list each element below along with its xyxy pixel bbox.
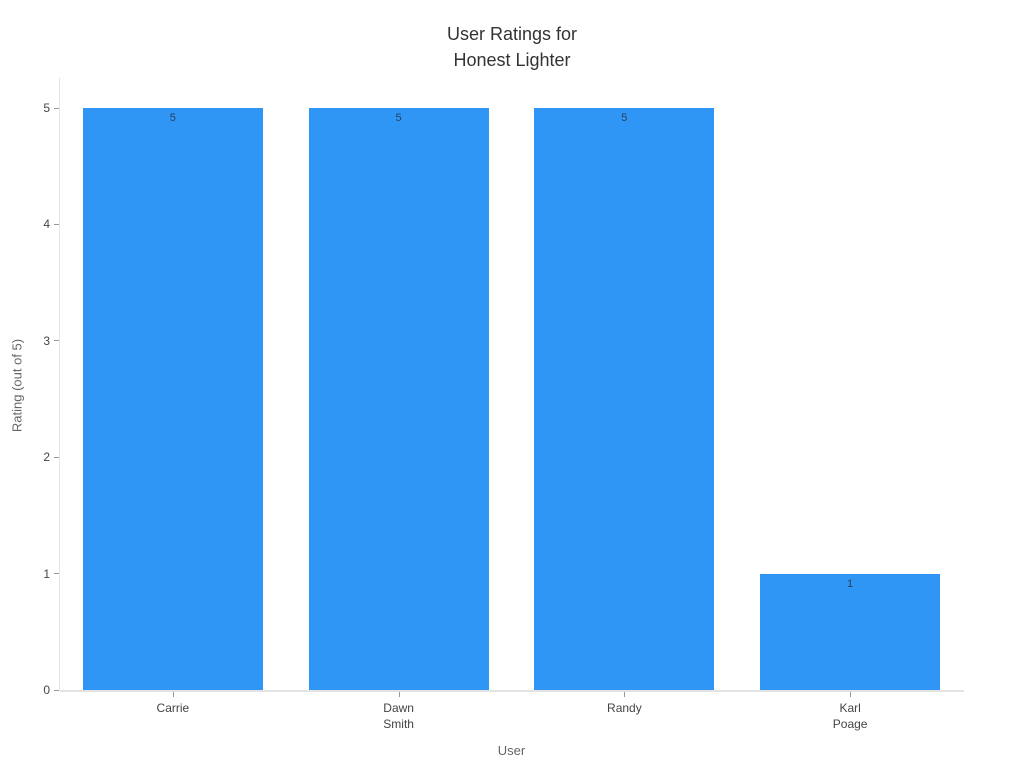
- y-tick-mark: [54, 340, 59, 342]
- y-tick-mark: [54, 573, 59, 575]
- y-tick-label: 3: [43, 333, 50, 348]
- bar-value-label: 1: [847, 577, 854, 590]
- y-tick-label: 0: [43, 683, 50, 697]
- x-axis-title: User: [497, 743, 526, 758]
- x-tick-mark: [850, 692, 852, 697]
- y-tick-label: 1: [43, 566, 50, 581]
- x-tick-label: Karl Poage: [832, 701, 868, 731]
- x-tick-mark: [624, 692, 626, 697]
- x-tick-label: Carrie: [156, 701, 190, 715]
- y-tick-label: 5: [43, 101, 50, 115]
- y-axis-title: Rating (out of 5): [9, 338, 25, 433]
- y-tick-mark: [54, 223, 59, 225]
- x-tick-label: Randy: [607, 701, 642, 715]
- bar-randy: 5: [534, 108, 715, 690]
- x-tick-label: Dawn Smith: [383, 701, 414, 731]
- y-tick-mark: [54, 689, 59, 691]
- bar-carrie: 5: [82, 108, 263, 690]
- bar-value-label: 5: [395, 112, 402, 124]
- x-tick-mark: [398, 692, 400, 697]
- chart-title: User Ratings for Honest Lighter: [446, 24, 578, 70]
- y-axis-line: [59, 78, 60, 691]
- bar-value-label: 5: [621, 112, 628, 124]
- y-tick-label: 2: [43, 450, 50, 465]
- x-tick-mark: [172, 692, 174, 697]
- y-tick-mark: [54, 107, 59, 109]
- y-tick-mark: [54, 456, 59, 458]
- bar-karl-poage: 1: [760, 573, 941, 690]
- bar-value-label: 5: [169, 112, 176, 124]
- bar-dawn-smith: 5: [308, 108, 489, 690]
- x-axis-line: [60, 690, 964, 692]
- y-tick-label: 4: [43, 217, 50, 232]
